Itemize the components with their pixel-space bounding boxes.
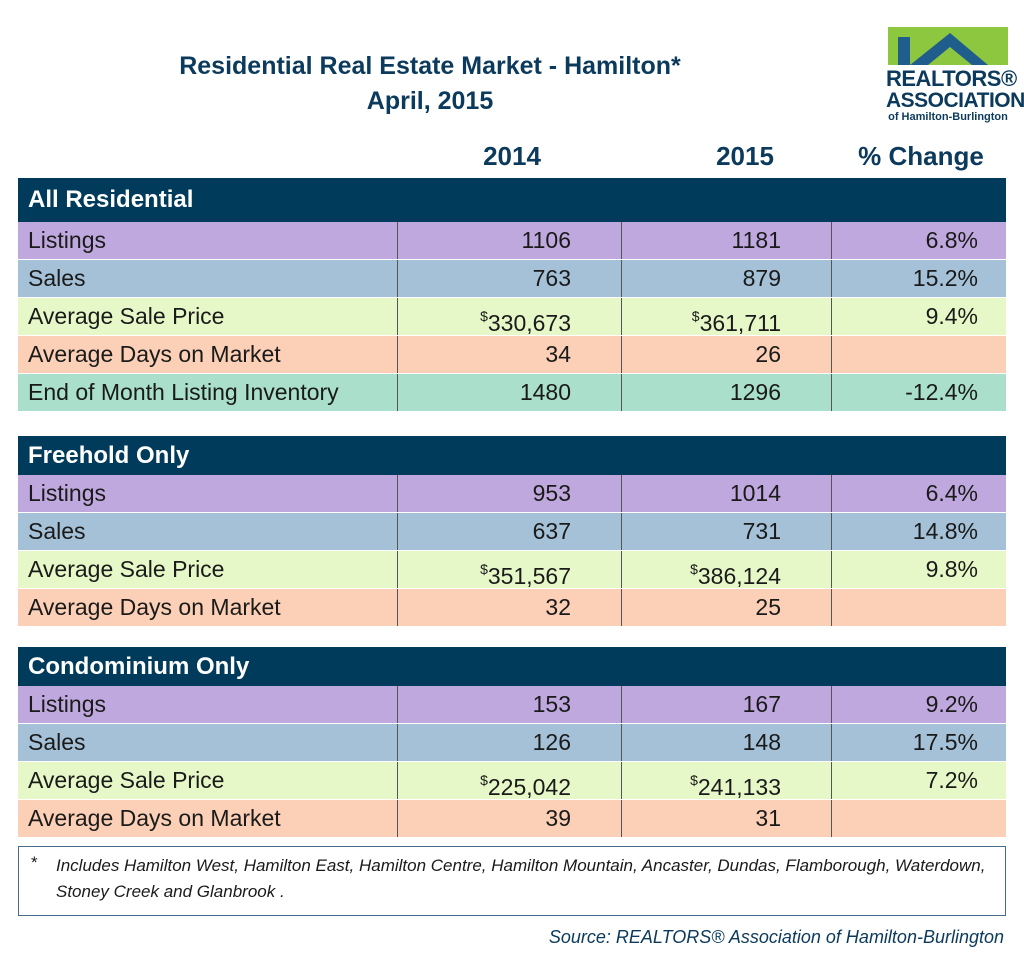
cell-2014: $351,567 xyxy=(398,551,622,589)
cell-2015: $386,124 xyxy=(622,551,832,589)
cell-change: 7.2% xyxy=(925,767,978,793)
table-row: Average Sale Price $225,042 $241,133 7.2% xyxy=(18,762,1006,800)
row-label: Sales xyxy=(18,260,398,297)
section-header: All Residential xyxy=(18,178,1006,222)
cell-2015: 26 xyxy=(622,336,832,373)
table-row: End of Month Listing Inventory 1480 1296 -1… xyxy=(18,374,1006,412)
source-note: Source: REALTORS® Association of Hamilto… xyxy=(548,927,1004,947)
table-row: Sales 763 879 15.2% xyxy=(18,260,1006,298)
cell-change: 9.8% xyxy=(925,556,978,582)
currency-symbol: $ xyxy=(690,772,698,788)
row-label: End of Month Listing Inventory xyxy=(18,374,398,411)
row-label: Listings xyxy=(18,475,398,512)
column-header-change: % Change xyxy=(858,141,984,171)
currency-symbol: $ xyxy=(480,308,488,324)
table-row: Average Days on Market 34 26 xyxy=(18,336,1006,374)
page-title: Residential Real Estate Market - Hamilto… xyxy=(179,52,681,80)
cell-2014: 637 xyxy=(398,513,622,550)
cell-change xyxy=(832,336,1006,373)
table-row: Listings 953 1014 6.4% xyxy=(18,475,1006,513)
cell-2014: 1106 xyxy=(398,222,622,259)
cell-2014: 153 xyxy=(398,686,622,723)
cell-2015: $241,133 xyxy=(622,762,832,800)
footnote-box: * Includes Hamilton West, Hamilton East,… xyxy=(18,846,1006,916)
cell-change: 6.4% xyxy=(925,480,978,506)
cell-2014: 34 xyxy=(398,336,622,373)
row-label: Listings xyxy=(18,222,398,259)
cell-2015: 1181 xyxy=(622,222,832,259)
cell-change: 14.8% xyxy=(912,518,978,544)
cell-2015: 879 xyxy=(622,260,832,297)
cell-change: 9.2% xyxy=(925,691,978,717)
cell-2014: $330,673 xyxy=(398,298,622,336)
logo-text-region: of Hamilton-Burlington xyxy=(888,111,1008,123)
row-label: Average Days on Market xyxy=(18,800,398,837)
currency-symbol: $ xyxy=(480,561,488,577)
row-label: Average Days on Market xyxy=(18,336,398,373)
cell-2014: 953 xyxy=(398,475,622,512)
logo-text-association: ASSOCIATION xyxy=(886,89,1024,112)
table-row: Listings 1106 1181 6.8% xyxy=(18,222,1006,260)
row-label: Sales xyxy=(18,513,398,550)
table-row: Average Sale Price $351,567 $386,124 9.8% xyxy=(18,551,1006,589)
currency-symbol: $ xyxy=(480,772,488,788)
page-subtitle: April, 2015 xyxy=(366,87,494,115)
footnote-text: Includes Hamilton West, Hamilton East, H… xyxy=(56,856,986,901)
table-row: Average Days on Market 32 25 xyxy=(18,589,1006,627)
cell-2014: 32 xyxy=(398,589,622,626)
currency-symbol: $ xyxy=(690,561,698,577)
column-header-2014: 2014 xyxy=(483,141,541,171)
row-label: Sales xyxy=(18,724,398,761)
cell-2015: 731 xyxy=(622,513,832,550)
cell-change: 6.8% xyxy=(925,227,978,253)
logo-chimney xyxy=(898,37,910,65)
logo-roof-inner xyxy=(928,47,972,65)
cell-change xyxy=(832,589,1006,626)
section-header: Condominium Only xyxy=(18,647,1006,686)
cell-2014: 39 xyxy=(398,800,622,837)
cell-2014: $225,042 xyxy=(398,762,622,800)
cell-change: 9.4% xyxy=(925,303,978,329)
row-label: Average Sale Price xyxy=(18,298,398,335)
realtors-logo xyxy=(888,27,1008,65)
cell-2014: 126 xyxy=(398,724,622,761)
cell-change: -12.4% xyxy=(905,379,978,405)
table-row: Average Days on Market 39 31 xyxy=(18,800,1006,838)
cell-2015: 1014 xyxy=(622,475,832,512)
row-label: Average Sale Price xyxy=(18,762,398,799)
footnote-marker: * xyxy=(31,853,38,872)
cell-2015: 31 xyxy=(622,800,832,837)
row-label: Listings xyxy=(18,686,398,723)
table-row: Sales 637 731 14.8% xyxy=(18,513,1006,551)
cell-2015: 148 xyxy=(622,724,832,761)
table-row: Average Sale Price $330,673 $361,711 9.4% xyxy=(18,298,1006,336)
logo-text-realtors: REALTORS® xyxy=(886,66,1017,91)
currency-symbol: $ xyxy=(691,308,700,324)
cell-2014: 763 xyxy=(398,260,622,297)
column-header-2015: 2015 xyxy=(716,141,774,171)
cell-change: 17.5% xyxy=(912,729,978,755)
cell-2014: 1480 xyxy=(398,374,622,411)
table-row: Listings 153 167 9.2% xyxy=(18,686,1006,724)
cell-change: 15.2% xyxy=(912,265,978,291)
row-label: Average Sale Price xyxy=(18,551,398,588)
cell-2015: 25 xyxy=(622,589,832,626)
row-label: Average Days on Market xyxy=(18,589,398,626)
section-header: Freehold Only xyxy=(18,436,1006,475)
cell-2015: $361,711 xyxy=(622,298,832,336)
cell-change xyxy=(832,800,1006,837)
table-row: Sales 126 148 17.5% xyxy=(18,724,1006,762)
cell-2015: 167 xyxy=(622,686,832,723)
cell-2015: 1296 xyxy=(622,374,832,411)
